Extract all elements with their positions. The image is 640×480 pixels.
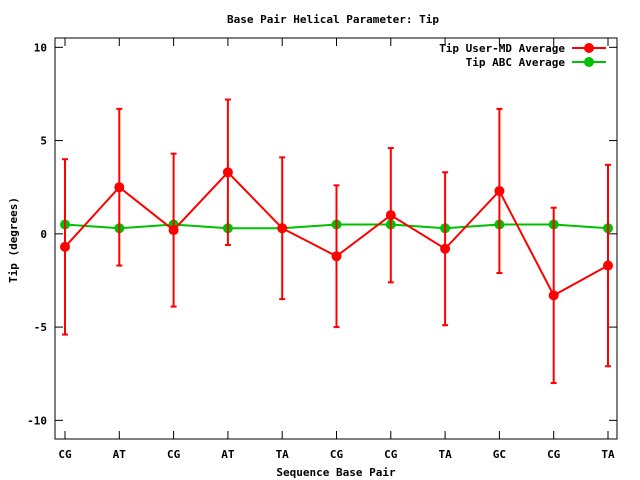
- x-tick-label: TA: [601, 448, 615, 461]
- data-point: [385, 210, 396, 221]
- legend-label-user-md: Tip User-MD Average: [439, 42, 565, 55]
- x-tick-label: TA: [276, 448, 290, 461]
- plot-frame: [54, 37, 618, 440]
- x-axis-label: Sequence Base Pair: [276, 466, 396, 479]
- data-point: [440, 243, 451, 254]
- legend: Tip User-MD Average Tip ABC Average: [439, 42, 606, 69]
- x-tick-label: CG: [384, 448, 398, 461]
- x-tick-label: TA: [438, 448, 452, 461]
- x-tick-label: CG: [58, 448, 72, 461]
- x-tick-label: GC: [493, 448, 506, 461]
- y-tick-labels: -10 -5 0 5 10: [27, 41, 47, 427]
- data-point: [494, 185, 505, 196]
- chart-title: Base Pair Helical Parameter: Tip: [227, 13, 439, 26]
- data-point: [168, 225, 179, 236]
- x-tick-labels: CG AT CG AT TA CG CG TA GC CG TA: [58, 448, 615, 461]
- axis-ticks: [55, 38, 617, 439]
- y-tick-label: 5: [40, 135, 47, 148]
- series-user-md: [60, 98, 613, 385]
- y-tick-label: 10: [34, 41, 47, 54]
- x-tick-label: CG: [167, 448, 181, 461]
- x-tick-label: CG: [330, 448, 344, 461]
- data-point: [548, 290, 559, 301]
- y-tick-label: -10: [27, 414, 47, 427]
- data-point: [277, 223, 288, 234]
- y-tick-label: -5: [34, 321, 47, 334]
- y-axis-label: Tip (degrees): [7, 197, 20, 283]
- y-tick-label: 0: [40, 228, 47, 241]
- data-point: [222, 167, 233, 178]
- x-tick-label: AT: [221, 448, 235, 461]
- data-point: [60, 241, 70, 252]
- legend-marker-abc: [584, 57, 594, 67]
- legend-label-abc: Tip ABC Average: [466, 56, 566, 69]
- x-tick-label: AT: [113, 448, 127, 461]
- series-layer: [60, 98, 613, 385]
- x-tick-label: CG: [547, 448, 561, 461]
- data-point: [603, 260, 613, 271]
- data-point: [114, 182, 125, 193]
- data-point: [331, 251, 342, 262]
- legend-marker-user-md: [584, 43, 594, 53]
